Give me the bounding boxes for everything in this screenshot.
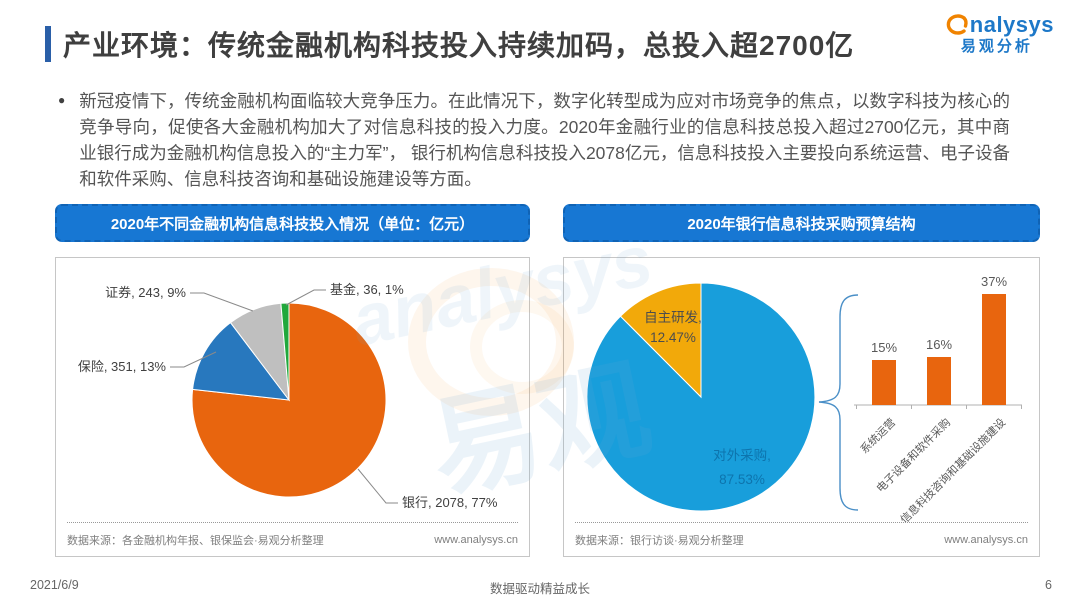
page-title: 产业环境：传统金融机构科技投入持续加码，总投入超2700亿 [63,30,855,61]
analysys-swirl-icon [946,14,968,35]
right-chart-header: 2020年银行信息科技采购预算结构 [563,204,1040,242]
footer-page-number: 6 [1045,578,1052,592]
bar-value-label: 16% [926,337,952,352]
footer-date: 2021/6/9 [30,578,79,592]
bar-电子设备和软件采购 [927,357,951,405]
left-source-label: 数据来源：各金融机构年报、银保监会·易观分析整理 [67,534,324,547]
leader-line [285,289,326,306]
bar-信息科技咨询和基础设施建设 [982,294,1006,405]
right-website-text: www.analysys.cn [944,533,1028,546]
bar-value-label: 37% [981,274,1007,289]
right-chart-panel: 对外采购, 87.53% 自主研发, 12.47% 15% 系统运营 16% 电子设备和软件采… [563,257,1040,557]
bullet-icon [58,93,65,192]
institutions-pie-chart: 银行, 2078, 77% 保险, 351, 13% 证券, 243, 9% 基金, … [78,282,498,510]
pie-label-银行: 银行, 2078, 77% [402,495,498,510]
right-source-row: 数据来源：银行访谈·易观分析整理 www.analysys.cn [575,522,1028,556]
brand-text-cn: 易观分析 [960,38,1033,55]
brand-text: nalysys [969,11,1054,37]
title-row: 产业环境：传统金融机构科技投入持续加码，总投入超2700亿 [45,24,854,64]
left-chart-panel: 银行, 2078, 77% 保险, 351, 13% 证券, 243, 9% 基金, … [55,257,530,557]
bar-系统运营 [872,360,896,405]
pie-slice-自主研发 [619,282,702,399]
pie-label-保险: 保险, 351, 13% [78,359,167,374]
footer-slogan: 数据驱动精益成长 [489,582,590,596]
left-source-row: 数据来源：各金融机构年报、银保监会·易观分析整理 www.analysys.cn [67,522,518,556]
bar-category-label: 信息科技咨询和基础设施建设 [897,415,1008,522]
analysys-logo-top: nalysys [940,12,1054,38]
left-website-text: www.analysys.cn [434,533,518,546]
title-accent-bar [45,26,51,62]
pie-label-对外采购: 对外采购, [713,448,771,463]
bar-category-label: 系统运营 [857,415,898,456]
pie-percent-自主研发: 12.47% [650,330,696,345]
leader-line [190,292,254,312]
pie-percent-对外采购: 87.53% [719,472,765,487]
left-chart-header: 2020年不同金融机构信息科技投入情况（单位：亿元） [55,204,530,242]
leader-line [170,351,217,368]
procurement-pie-bar-chart: 对外采购,87.53%自主研发,12.47%15%系统运营16%电子设备和软件采… [586,274,1022,522]
summary-text: 新冠疫情下，传统金融机构面临较大竞争压力。在此情况下，数字化转型成为应对市场竞争… [79,91,1010,189]
pie-slice-保险 [192,321,291,401]
bar-value-label: 15% [871,340,897,355]
analysys-logo: nalysys 易观分析 [940,12,1054,56]
right-source-label: 数据来源：银行访谈·易观分析整理 [575,534,744,547]
leader-line [357,468,398,504]
brace-connector [818,294,859,511]
pie-label-基金: 基金, 36, 1% [330,282,404,297]
summary-bullet: 新冠疫情下，传统金融机构面临较大竞争压力。在此情况下，数字化转型成为应对市场竞争… [58,88,1010,192]
pie-label-证券: 证券, 243, 9% [105,285,186,300]
pie-label-自主研发: 自主研发, [644,310,702,325]
